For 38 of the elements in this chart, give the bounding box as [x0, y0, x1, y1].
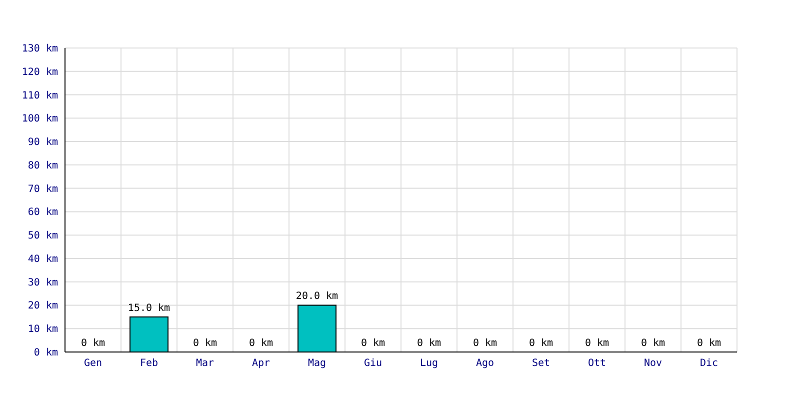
y-tick-label: 120 km: [22, 66, 58, 78]
x-tick-label: Mag: [308, 358, 326, 369]
x-tick-label: Lug: [420, 358, 438, 369]
data-label: 0 km: [416, 338, 442, 349]
x-tick-label: Gen: [84, 358, 102, 369]
y-tick-label: 30 km: [28, 277, 58, 288]
y-tick-label: 0 km: [34, 348, 58, 358]
y-tick-label: 100 km: [22, 114, 58, 125]
y-tick-label: 90 km: [28, 137, 58, 148]
x-tick-label: Nov: [644, 358, 662, 369]
data-label: 0 km: [640, 338, 666, 349]
y-tick-label: 110 km: [22, 90, 58, 102]
y-tick-label: 60 km: [28, 207, 58, 218]
y-tick-label: 50 km: [28, 230, 58, 242]
x-tick-label: Giu: [364, 358, 382, 369]
y-tick-label: 20 km: [28, 300, 58, 312]
y-tick-label: 40 km: [28, 254, 58, 265]
x-tick-label: Mar: [196, 358, 214, 369]
data-label: 15.0 km: [128, 302, 170, 314]
data-label: 0 km: [80, 338, 106, 349]
x-tick-label: Apr: [252, 358, 270, 369]
data-label: 0 km: [528, 338, 554, 349]
x-tick-label: Ott: [588, 358, 606, 369]
x-tick-label: Feb: [140, 358, 158, 369]
x-tick-label: Set: [532, 358, 550, 369]
x-tick-label: Ago: [476, 358, 494, 369]
data-label: 0 km: [472, 338, 498, 349]
data-label: 0 km: [696, 338, 722, 349]
data-label: 20.0 km: [296, 291, 338, 302]
data-label: 0 km: [584, 338, 610, 349]
x-tick-label: Dic: [700, 358, 718, 369]
y-tick-label: 70 km: [28, 184, 58, 195]
y-tick-label: 80 km: [28, 160, 58, 172]
data-label: 0 km: [192, 338, 218, 349]
y-tick-label: 10 km: [28, 324, 58, 336]
y-tick-label: 130 km: [22, 44, 58, 54]
data-label: 0 km: [360, 338, 386, 349]
data-label: 0 km: [248, 338, 274, 349]
